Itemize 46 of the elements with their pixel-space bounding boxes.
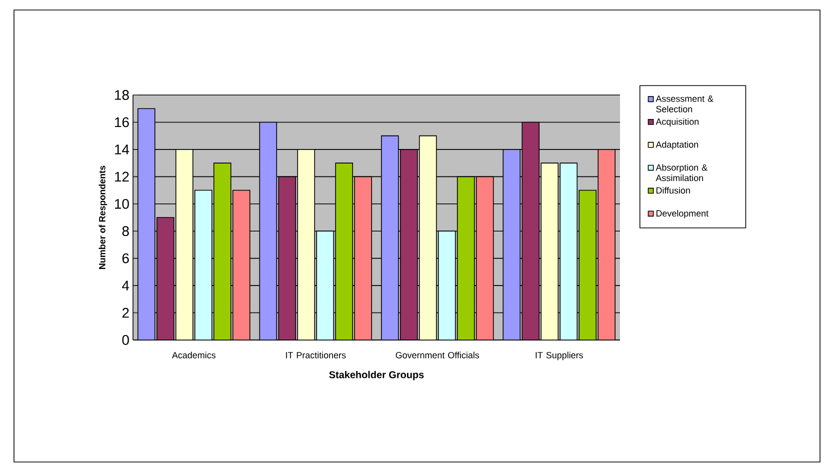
y-tick-label: 12 bbox=[115, 172, 129, 182]
bar bbox=[502, 149, 521, 340]
legend-label: Adaptation bbox=[656, 141, 698, 150]
bar bbox=[335, 162, 354, 340]
bar bbox=[560, 162, 578, 340]
bar bbox=[194, 190, 212, 340]
legend-label: Absorption & Assimilation bbox=[656, 164, 708, 182]
bar bbox=[297, 149, 316, 340]
y-tick-label: 16 bbox=[115, 117, 129, 128]
y-axis-title: Number of Respondents bbox=[98, 166, 108, 269]
y-tick-label: 2 bbox=[122, 308, 129, 318]
y-tick-label: 0 bbox=[122, 335, 129, 345]
y-tick-label: 14 bbox=[115, 144, 130, 154]
y-tick-label: 18 bbox=[115, 90, 129, 100]
bar bbox=[278, 176, 296, 340]
legend-label: Acquisition bbox=[656, 118, 699, 127]
bar bbox=[540, 162, 559, 340]
bar bbox=[316, 230, 334, 340]
bar bbox=[381, 135, 399, 340]
bar bbox=[476, 176, 494, 340]
bar bbox=[156, 217, 174, 340]
bar bbox=[578, 190, 597, 340]
x-tick-label: IT Practitioners bbox=[286, 352, 346, 358]
bar bbox=[137, 108, 156, 340]
legend-label: Development bbox=[656, 210, 708, 218]
x-tick-label: IT Suppliers bbox=[536, 352, 583, 360]
bar bbox=[438, 230, 456, 340]
bar bbox=[354, 176, 372, 340]
bar bbox=[232, 190, 250, 340]
x-tick-label: Government Officials bbox=[396, 352, 480, 358]
bar bbox=[213, 162, 232, 340]
x-tick-label: Academics bbox=[172, 352, 216, 358]
bar bbox=[456, 176, 475, 340]
y-tick-label: 6 bbox=[122, 253, 129, 264]
legend-label: Assessment & Selection bbox=[656, 96, 714, 112]
bar bbox=[522, 122, 540, 340]
y-tick-label: 10 bbox=[115, 198, 129, 209]
x-axis-title: Stakeholder Groups bbox=[329, 370, 424, 380]
bar bbox=[598, 149, 616, 340]
bar bbox=[175, 149, 194, 340]
y-tick-label: 4 bbox=[122, 280, 130, 290]
y-tick-label: 8 bbox=[122, 226, 129, 236]
legend-label: Diffusion bbox=[656, 187, 690, 194]
bar bbox=[418, 135, 437, 340]
bar bbox=[400, 149, 418, 340]
bar bbox=[259, 122, 278, 340]
